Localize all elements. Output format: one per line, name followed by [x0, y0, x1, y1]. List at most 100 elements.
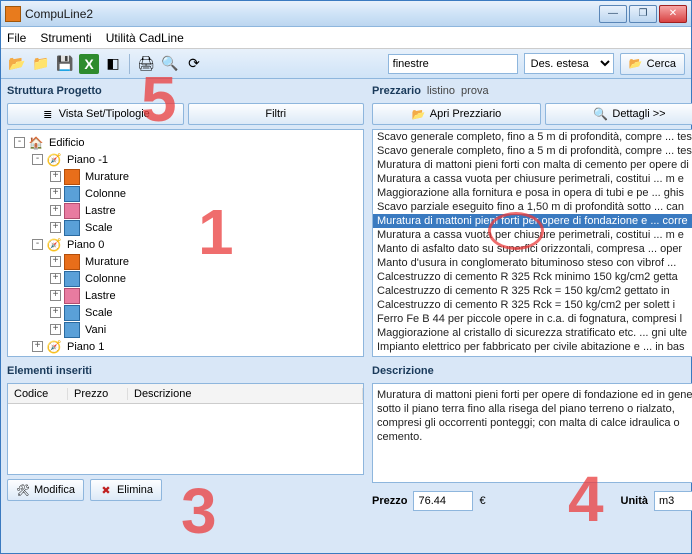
save-icon[interactable]: 💾: [55, 54, 75, 74]
expand-toggle[interactable]: +: [50, 188, 61, 199]
search-mode-select[interactable]: Des. estesa: [524, 53, 614, 74]
tree-label: Colonne: [83, 273, 128, 285]
view-set-button[interactable]: ≣Vista Set/Tipologie: [7, 103, 184, 125]
tree-node[interactable]: + Scale: [46, 219, 361, 236]
minimize-button[interactable]: —: [599, 5, 627, 23]
price-list-item[interactable]: Manto d'usura in conglomerato bituminoso…: [373, 256, 692, 270]
delete-icon: ✖: [99, 483, 113, 497]
expand-toggle[interactable]: +: [50, 290, 61, 301]
price-list-item[interactable]: Ferro Fe B 44 per piccole opere in c.a. …: [373, 312, 692, 326]
menu-strumenti[interactable]: Strumenti: [40, 31, 91, 45]
search-icon[interactable]: 🔍: [160, 54, 180, 74]
listino-label: listino: [427, 85, 455, 97]
price-list-item[interactable]: Impianto elettrico per fabbricato per ci…: [373, 354, 692, 357]
price-list-item[interactable]: Muratura a cassa vuota per chiusure peri…: [373, 228, 692, 242]
price-list-item[interactable]: Calcestruzzo di cemento R 325 Rck = 150 …: [373, 298, 692, 312]
modify-button[interactable]: 🛠Modifica: [7, 479, 84, 501]
tree-node[interactable]: + Vani: [46, 321, 361, 338]
prezzario-title: Prezzario: [372, 83, 421, 99]
project-tree-panel[interactable]: -🏠Edificio-🧭Piano -1 + Murature + Colonne +La…: [7, 129, 364, 357]
tree-node[interactable]: +Colonne: [46, 185, 361, 202]
tree-node[interactable]: +Lastre: [46, 202, 361, 219]
price-list-item[interactable]: Scavo generale completo, fino a 5 m di p…: [373, 144, 692, 158]
menubar: File Strumenti Utilità CadLine: [1, 27, 691, 49]
search-input[interactable]: [388, 54, 518, 74]
magnifier-icon: 🔍: [593, 107, 608, 121]
price-list-item[interactable]: Scavo generale completo, fino a 5 m di p…: [373, 130, 692, 144]
right-column: Prezzario listino prova 📂Apri Prezziario…: [368, 79, 692, 553]
price-list-item[interactable]: Muratura di mattoni pieni forti con malt…: [373, 158, 692, 172]
menu-file[interactable]: File: [7, 31, 26, 45]
price-list-item[interactable]: Manto di asfalto dato su superfici orizz…: [373, 242, 692, 256]
refresh-icon[interactable]: ⟳: [184, 54, 204, 74]
price-list-item[interactable]: Maggiorazione alla fornitura e posa in o…: [373, 186, 692, 200]
search-button[interactable]: 📂Cerca: [620, 53, 685, 75]
price-label: Prezzo: [372, 495, 407, 507]
unit-label: Unità: [621, 495, 649, 507]
tree-node[interactable]: -🧭Piano -1: [28, 151, 361, 168]
plan-icon: 🧭: [46, 152, 62, 168]
new-folder-icon[interactable]: 📁: [31, 54, 51, 74]
currency: €: [479, 495, 485, 507]
tree-label: Murature: [83, 256, 131, 268]
col-descrizione: Descrizione: [128, 388, 363, 400]
delete-button[interactable]: ✖Elimina: [90, 479, 162, 501]
price-list-item[interactable]: Muratura di mattoni pieni forti per oper…: [373, 214, 692, 228]
expand-toggle[interactable]: +: [50, 256, 61, 267]
open-folder-icon[interactable]: 📂: [7, 54, 27, 74]
price-list-item[interactable]: Impianto elettrico per fabbricato per ci…: [373, 340, 692, 354]
brick-icon: [64, 254, 80, 270]
expand-toggle[interactable]: -: [32, 154, 43, 165]
maximize-button[interactable]: ❐: [629, 5, 657, 23]
brick-icon: [64, 169, 80, 185]
tree-node[interactable]: +Scale: [46, 304, 361, 321]
expand-toggle[interactable]: -: [14, 137, 25, 148]
tree-node[interactable]: +🧭Piano 2: [28, 355, 361, 357]
excel-icon[interactable]: X: [79, 54, 99, 74]
expand-toggle[interactable]: +: [50, 273, 61, 284]
unit-input[interactable]: [654, 491, 692, 511]
draw-icon[interactable]: ◧: [103, 54, 123, 74]
open-prezzario-button[interactable]: 📂Apri Prezziario: [372, 103, 541, 125]
elements-table[interactable]: Codice Prezzo Descrizione: [7, 383, 364, 475]
left-column: Struttura Progetto ≣Vista Set/Tipologie …: [1, 79, 368, 553]
tree-label: Vani: [83, 324, 108, 336]
tree-label: Piano 1: [65, 341, 106, 353]
expand-toggle[interactable]: +: [50, 307, 61, 318]
scale-icon: [64, 305, 80, 321]
tree-node[interactable]: +Murature: [46, 168, 361, 185]
expand-toggle[interactable]: +: [50, 205, 61, 216]
print-icon[interactable]: 🖨: [136, 54, 156, 74]
structure-title: Struttura Progetto: [7, 83, 364, 99]
details-button[interactable]: 🔍Dettagli >>: [545, 103, 692, 125]
tree-node[interactable]: -🧭Piano 0: [28, 236, 361, 253]
tree-label: Edificio: [47, 137, 86, 149]
filter-button[interactable]: Filtri: [188, 103, 365, 125]
expand-toggle[interactable]: +: [50, 324, 61, 335]
price-input[interactable]: [413, 491, 473, 511]
expand-toggle[interactable]: +: [50, 222, 61, 233]
folder-icon: 📂: [412, 107, 426, 121]
listino-value: prova: [461, 85, 489, 97]
menu-utility[interactable]: Utilità CadLine: [106, 31, 184, 45]
expand-toggle[interactable]: +: [32, 341, 43, 352]
elements-title: Elementi inseriti: [7, 361, 364, 379]
price-list-item[interactable]: Calcestruzzo di cemento R 325 Rck minimo…: [373, 270, 692, 284]
close-button[interactable]: ✕: [659, 5, 687, 23]
expand-toggle[interactable]: -: [32, 239, 43, 250]
tree-node[interactable]: + Murature: [46, 253, 361, 270]
price-list-item[interactable]: Maggiorazione al cristallo di sicurezza …: [373, 326, 692, 340]
layers-icon: ≣: [41, 107, 55, 121]
price-list-item[interactable]: Calcestruzzo di cemento R 325 Rck = 150 …: [373, 284, 692, 298]
tree-node[interactable]: +Lastre: [46, 287, 361, 304]
price-list-item[interactable]: Muratura a cassa vuota per chiusure peri…: [373, 172, 692, 186]
tree-node[interactable]: +🧭Piano 1: [28, 338, 361, 355]
description-title: Descrizione: [372, 361, 692, 379]
tree-node[interactable]: + Colonne: [46, 270, 361, 287]
tree-label: Scale: [83, 222, 115, 234]
tree-node[interactable]: -🏠Edificio: [10, 134, 361, 151]
price-list-item[interactable]: Scavo parziale eseguito fino a 1,50 m di…: [373, 200, 692, 214]
price-list-panel[interactable]: Scavo generale completo, fino a 5 m di p…: [372, 129, 692, 357]
plan-icon: 🧭: [46, 237, 62, 253]
expand-toggle[interactable]: +: [50, 171, 61, 182]
